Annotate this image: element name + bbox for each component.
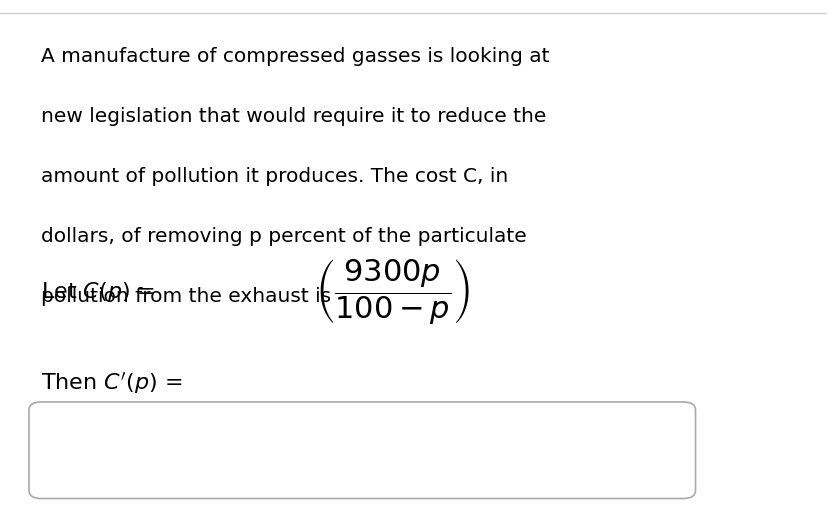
Text: A manufacture of compressed gasses is looking at: A manufacture of compressed gasses is lo… bbox=[41, 47, 549, 66]
Text: new legislation that would require it to reduce the: new legislation that would require it to… bbox=[41, 107, 546, 126]
Text: pollution from the exhaust is: pollution from the exhaust is bbox=[41, 287, 331, 306]
Text: amount of pollution it produces. The cost C, in: amount of pollution it produces. The cos… bbox=[41, 167, 508, 186]
Text: $\left(\dfrac{9300p}{100-p}\right)$: $\left(\dfrac{9300p}{100-p}\right)$ bbox=[314, 257, 469, 327]
Text: dollars, of removing p percent of the particulate: dollars, of removing p percent of the pa… bbox=[41, 227, 527, 246]
Text: Then $C'(p)$ =: Then $C'(p)$ = bbox=[41, 371, 183, 396]
FancyBboxPatch shape bbox=[29, 402, 695, 499]
Text: Let $C(p)$ =: Let $C(p)$ = bbox=[41, 280, 155, 304]
